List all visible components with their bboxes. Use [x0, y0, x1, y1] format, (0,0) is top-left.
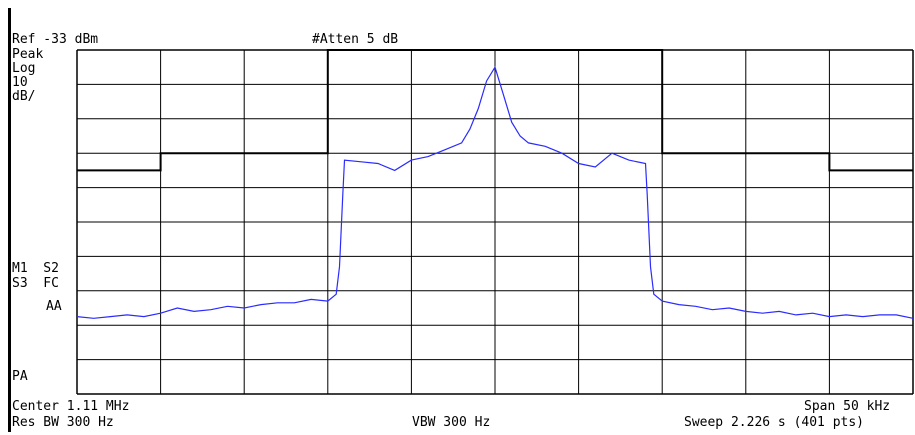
graticule: [76, 49, 914, 395]
scale-type-label: Log: [12, 61, 36, 76]
scale-value-label: 10: [12, 75, 28, 90]
detector-label: Peak: [12, 47, 44, 62]
ref-level-label: Ref -33 dBm: [12, 32, 99, 47]
left-border-bar: [8, 8, 11, 432]
marker-status-line-1: M1 S2: [12, 261, 59, 276]
marker-status-line-3: AA: [46, 299, 62, 314]
limit-line: [77, 49, 913, 172]
span-label: Span 50 kHz: [804, 399, 891, 414]
rbw-label: Res BW 300 Hz: [12, 415, 114, 430]
sweep-label: Sweep 2.226 s (401 pts): [684, 415, 865, 430]
marker-status-line-2: S3 FC: [12, 276, 59, 291]
center-frequency-label: Center 1.11 MHz: [12, 399, 130, 414]
preamp-label: PA: [12, 369, 28, 384]
attenuation-label: #Atten 5 dB: [312, 32, 399, 47]
spectrum-trace: [76, 65, 914, 319]
vbw-label: VBW 300 Hz: [412, 415, 491, 430]
scale-unit-label: dB/: [12, 89, 36, 104]
